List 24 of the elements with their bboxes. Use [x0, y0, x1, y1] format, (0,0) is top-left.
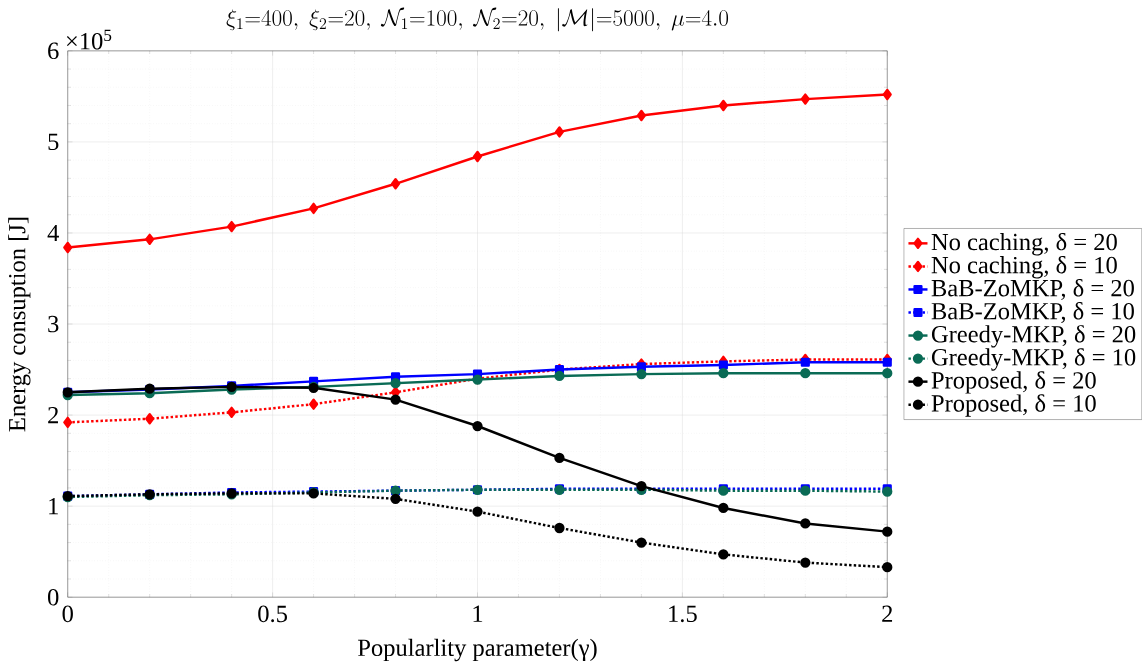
x-tick-label: 0.5: [258, 605, 287, 623]
y-tick-label: 1: [49, 497, 58, 515]
legend-label: BaB-ZoMKP, δ = 10: [931, 301, 1134, 323]
legend-label: No caching, δ = 20: [931, 232, 1117, 256]
y-tick-label: 4: [47, 224, 59, 241]
y-tick-label: 0: [47, 588, 59, 606]
y-tick-label: 6: [48, 42, 59, 59]
x-tick-label: 0: [62, 605, 73, 623]
x-axis-title: Popularlity parameter(γ): [358, 638, 597, 661]
y-tick-label: 5: [48, 133, 59, 150]
legend-label: Proposed, δ = 10: [931, 394, 1096, 417]
x-tick-label: 1: [473, 605, 483, 622]
chart-title: $\xi_1{=}400,\ \xi_2{=}20,\ \mathcal{N}_1{=}100,\ \mathcal{N}_2{=}20,\ |\mathcal{M}|{=}5000,\ \mu{=}4.0$: [226, 7, 729, 32]
text: ×10$^{5}$: [66, 29, 112, 50]
y-tick-label: 3: [48, 315, 59, 333]
x-tick-label: 2: [882, 605, 893, 622]
legend-label: Greedy-MKP, δ = 10: [931, 348, 1136, 371]
x-tick-label: 1.5: [669, 605, 697, 622]
legend-label: BaB-ZoMKP, δ = 20: [931, 278, 1134, 300]
legend-label: Greedy-MKP, δ = 20: [931, 324, 1136, 348]
legend-label: No caching, δ = 10: [931, 255, 1117, 279]
legend-label: Proposed, δ = 20: [931, 371, 1096, 394]
y-axis-title: Energy consuption [J]: [8, 217, 31, 432]
y-tick-label: 2: [48, 406, 58, 424]
